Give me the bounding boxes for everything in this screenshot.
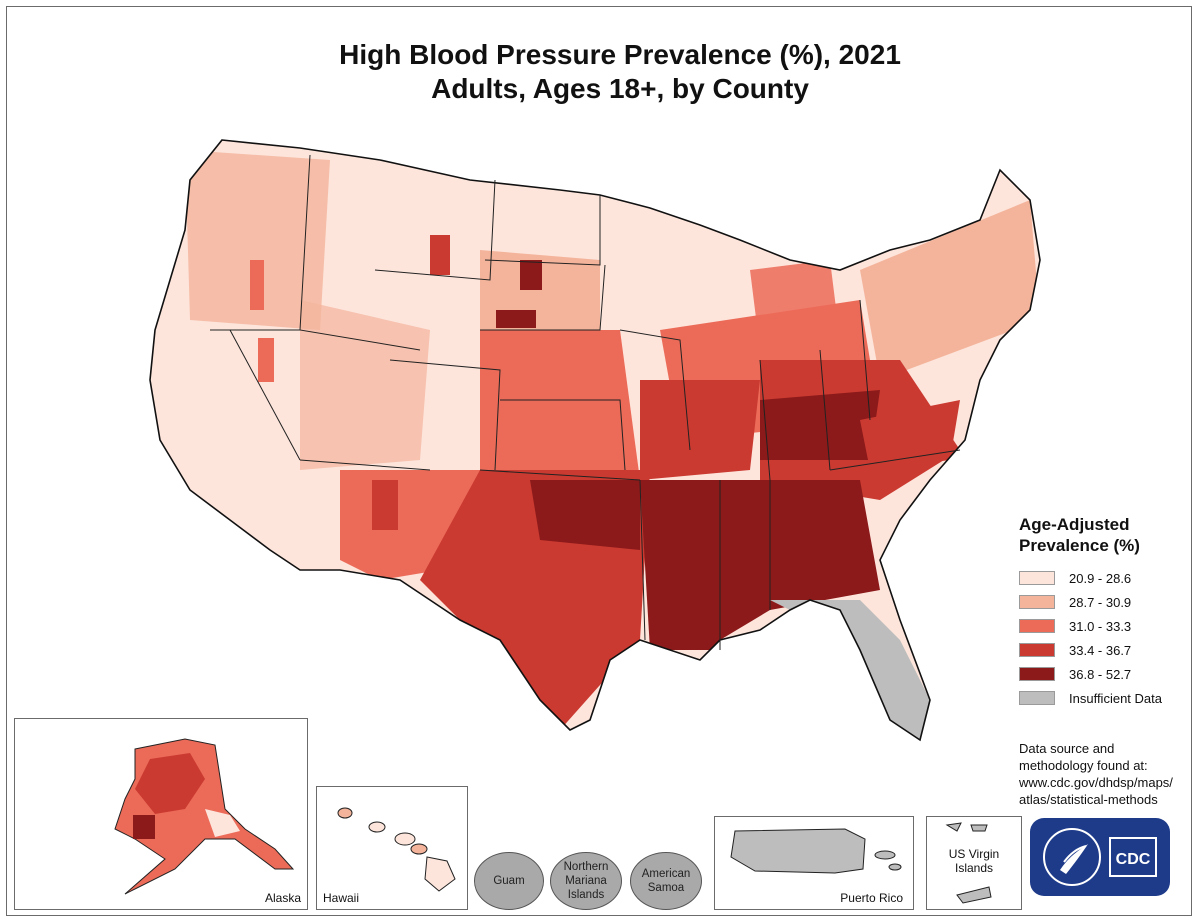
- logo-graphic: CDC: [1043, 828, 1157, 886]
- cdc-logo-text: CDC: [1116, 851, 1151, 868]
- source-line-1: Data source and: [1019, 741, 1115, 756]
- hawaii-shape: [337, 807, 456, 892]
- hawaii-label: Hawaii: [323, 891, 360, 905]
- title-line-1: High Blood Pressure Prevalence (%), 2021: [339, 39, 901, 70]
- alaska-shape: [114, 738, 295, 895]
- puerto-rico-shape: [730, 828, 902, 874]
- county-fill-layer: [150, 140, 1040, 740]
- legend-item: 28.7 - 30.9: [1019, 590, 1189, 614]
- usvi-label-line-1: US Virgin: [948, 847, 1000, 861]
- legend: Age-Adjusted Prevalence (%) 20.9 - 28.6 2…: [1019, 514, 1189, 710]
- northern-mariana-oval: Northern Mariana Islands: [550, 852, 622, 910]
- alaska-label: Alaska: [264, 891, 301, 905]
- legend-title-line-2: Prevalence (%): [1019, 536, 1140, 555]
- legend-item: 20.9 - 28.6: [1019, 566, 1189, 590]
- legend-label: 31.0 - 33.3: [1069, 618, 1132, 634]
- legend-item: Insufficient Data: [1019, 686, 1189, 710]
- legend-swatch: [1019, 667, 1055, 681]
- legend-item: 31.0 - 33.3: [1019, 614, 1189, 638]
- legend-label: Insufficient Data: [1069, 690, 1162, 706]
- nmi-label-line-1: Northern: [563, 861, 609, 873]
- legend-swatch: [1019, 571, 1055, 585]
- legend-swatch: [1019, 595, 1055, 609]
- legend-items: 20.9 - 28.6 28.7 - 30.9 31.0 - 33.3 33.4 - …: [1019, 566, 1189, 710]
- legend-swatch: [1019, 619, 1055, 633]
- legend-label: 33.4 - 36.7: [1069, 642, 1132, 658]
- samoa-label-line-2: Samoa: [647, 882, 685, 894]
- legend-label: 20.9 - 28.6: [1069, 570, 1132, 586]
- usvi-shape: [945, 822, 992, 904]
- samoa-label-line-1: American: [641, 868, 691, 880]
- data-source-note: Data source and methodology found at: ww…: [1019, 740, 1173, 808]
- map-title: High Blood Pressure Prevalence (%), 2021…: [0, 38, 1200, 106]
- us-outline: [149, 139, 1041, 742]
- hawaii-inset: Hawaii: [316, 786, 468, 910]
- legend-swatch: [1019, 643, 1055, 657]
- legend-label: 36.8 - 52.7: [1069, 666, 1132, 682]
- legend-title: Age-Adjusted Prevalence (%): [1019, 514, 1189, 556]
- american-samoa-oval: American Samoa: [630, 852, 702, 910]
- puerto-rico-label: Puerto Rico: [840, 891, 903, 905]
- puerto-rico-inset: Puerto Rico: [714, 816, 914, 910]
- alaska-inset: Alaska: [14, 718, 308, 910]
- legend-item: 33.4 - 36.7: [1019, 638, 1189, 662]
- source-line-3: www.cdc.gov/dhdsp/maps/: [1019, 775, 1173, 790]
- legend-item: 36.8 - 52.7: [1019, 662, 1189, 686]
- title-line-2: Adults, Ages 18+, by County: [431, 73, 809, 104]
- usvi-inset: US Virgin Islands: [926, 816, 1022, 910]
- nmi-label-line-2: Mariana: [565, 875, 607, 887]
- usvi-label: US Virgin Islands: [927, 847, 1021, 875]
- nmi-label-line-3: Islands: [567, 889, 605, 901]
- state-boundaries: [210, 154, 961, 650]
- legend-swatch: [1019, 691, 1055, 705]
- guam-oval: Guam: [474, 852, 544, 910]
- legend-title-line-1: Age-Adjusted: [1019, 515, 1130, 534]
- guam-label: Guam: [493, 875, 525, 887]
- legend-label: 28.7 - 30.9: [1069, 594, 1132, 610]
- hhs-cdc-logo: CDC: [1030, 818, 1170, 896]
- usvi-label-line-2: Islands: [954, 861, 994, 875]
- source-line-4: atlas/statistical-methods: [1019, 792, 1158, 807]
- source-line-2: methodology found at:: [1019, 758, 1148, 773]
